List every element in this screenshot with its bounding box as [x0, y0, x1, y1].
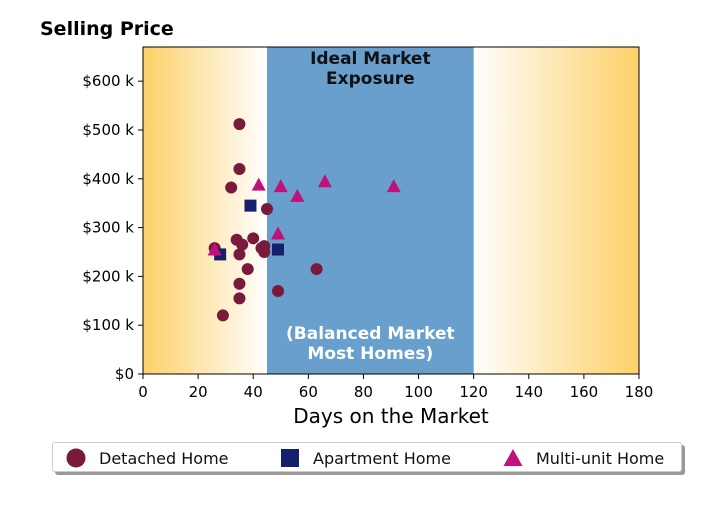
x-tick-label: 40 [244, 383, 263, 401]
detached-home-point [233, 163, 246, 176]
chart-title: Selling Price [40, 18, 174, 40]
legend-label: Multi-unit Home [536, 448, 665, 468]
x-tick-label: 160 [570, 383, 599, 401]
legend-label: Detached Home [99, 448, 229, 468]
x-tick-label: 80 [354, 383, 373, 401]
multi-unit-home-point [273, 179, 288, 193]
y-tick-label: $600 k [82, 72, 134, 90]
y-tick-label: $500 k [82, 121, 134, 139]
band-label-bottom: (Balanced Market Most Homes) [286, 324, 455, 364]
triangle-marker-icon [503, 449, 523, 466]
detached-home-point [272, 285, 285, 298]
legend-item-detached: Detached Home [65, 443, 229, 473]
apartment-home-point [272, 243, 285, 256]
band-labels: Ideal Market Exposure (Balanced Market Most… [286, 49, 455, 364]
band-rect [267, 47, 474, 374]
square-marker-icon [281, 449, 299, 467]
multi-unit-home-point [271, 226, 286, 240]
y-axis: $0 $100 k $200 k $300 k $400 k $500 k $600 k [82, 72, 143, 383]
legend: Detached Home Apartment Home Multi-unit … [52, 442, 682, 472]
plot-frame [142, 46, 640, 375]
multi-unit-home-point [251, 177, 266, 191]
apartment-home-point [244, 199, 257, 212]
detached-home-point [258, 245, 271, 258]
detached-home-point [247, 232, 260, 245]
detached-home-point [216, 309, 229, 322]
x-axis-label: Days on the Market [293, 404, 489, 428]
x-tick-label: 180 [625, 383, 654, 401]
y-tick-label: $400 k [82, 170, 134, 188]
x-tick-label: 60 [299, 383, 318, 401]
multi-unit-home-point [317, 174, 332, 188]
detached-home-point [236, 238, 249, 251]
y-tick-label: $100 k [82, 316, 134, 334]
y-tick-label: $300 k [82, 219, 134, 237]
legend-label: Apartment Home [313, 448, 451, 468]
x-tick-label: 20 [189, 383, 208, 401]
multi-unit-home-point [207, 242, 222, 256]
detached-home-point [233, 118, 246, 131]
detached-home-point [261, 203, 273, 216]
detached-home-point [233, 277, 246, 290]
detached-home-point [233, 248, 246, 261]
detached-home-point [233, 292, 246, 305]
x-tick-label: 100 [404, 383, 433, 401]
detached-home-point [225, 181, 238, 194]
x-tick-label: 140 [514, 383, 543, 401]
ideal-exposure-band [267, 47, 474, 374]
y-tick-label: $0 [115, 365, 134, 383]
data-points [207, 118, 401, 322]
circle-marker-icon [66, 448, 86, 468]
background-right-gradient [473, 47, 639, 374]
band-label-top: Ideal Market Exposure [310, 49, 431, 89]
x-tick-label: 0 [138, 383, 148, 401]
legend-item-apartment: Apartment Home [279, 443, 451, 473]
detached-home-point [241, 263, 254, 276]
multi-unit-home-point [290, 188, 305, 202]
legend-item-multi-unit: Multi-unit Home [502, 443, 664, 473]
detached-home-point [310, 263, 323, 276]
x-axis: 0 20 40 60 80 100 120 140 160 180 [138, 374, 653, 401]
multi-unit-home-point [386, 179, 401, 193]
x-tick-label: 120 [459, 383, 488, 401]
y-tick-label: $200 k [82, 267, 134, 285]
